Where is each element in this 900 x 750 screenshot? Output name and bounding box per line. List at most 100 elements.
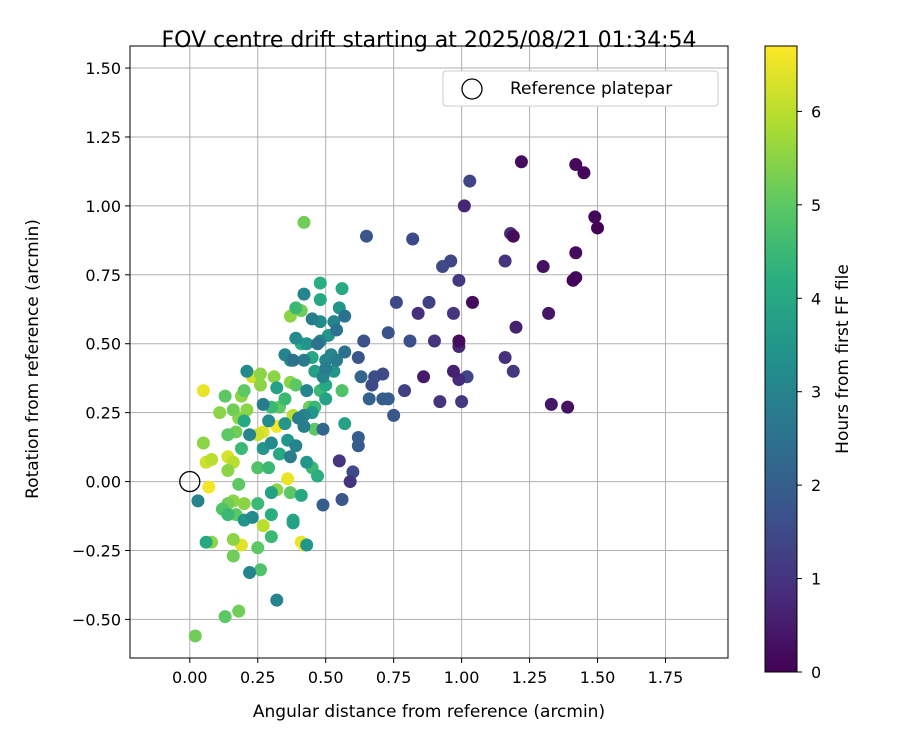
data-point [264,508,278,522]
colorbar-label: Hours from first FF file [833,264,853,454]
colorbar-tick-label: 4 [811,289,821,308]
data-point [376,367,390,381]
plot-frame [129,45,729,659]
data-point [196,436,210,450]
data-point [270,593,284,607]
data-point [463,174,477,188]
legend-marker [461,78,483,100]
data-point [569,158,583,172]
data-point [300,337,314,351]
data-point [243,566,257,580]
data-point [289,301,303,315]
legend: Reference platepar [442,70,719,107]
data-point [465,295,479,309]
data-point [251,497,265,511]
data-point [199,535,213,549]
y-tick-label: 1.00 [85,197,121,216]
data-point [221,508,235,522]
data-point [389,295,403,309]
data-point [387,408,401,422]
data-point [191,494,205,508]
data-point [498,254,512,268]
data-point [297,353,311,367]
data-point [289,439,303,453]
data-point [218,610,232,624]
x-tick-label: 1.00 [444,668,480,687]
data-point [297,287,311,301]
x-axis-label: Angular distance from reference (arcmin) [253,702,605,722]
x-tick-label: 0.75 [376,668,412,687]
data-point [264,530,278,544]
colorbar-ticks: 0 1 2 3 4 5 6 [797,102,821,682]
data-point [313,293,327,307]
data-point [354,370,368,384]
y-tick-label: 1.25 [85,128,121,147]
data-point [506,364,520,378]
legend-box [442,70,719,107]
data-point [286,516,300,530]
data-point [283,486,297,500]
x-tick-label: 0.50 [308,668,344,687]
data-point [313,276,327,290]
data-point [591,221,605,235]
data-point [542,306,556,320]
data-point [237,384,251,398]
legend-label: Reference platepar [510,79,672,99]
data-point [351,439,365,453]
data-point [202,480,216,494]
data-point [278,417,292,431]
data-point [514,155,528,169]
data-point [262,414,276,428]
data-point [338,345,352,359]
y-tick-label: 0.00 [85,473,121,492]
data-point [446,306,460,320]
data-point [457,199,471,213]
data-point [316,422,330,436]
data-point [218,389,232,403]
data-point [240,364,254,378]
y-tick-label: −0.50 [72,610,121,629]
data-point [427,334,441,348]
data-point [264,436,278,450]
x-tick-label: 1.25 [512,668,548,687]
data-point [300,538,314,552]
data-point [221,464,235,478]
data-point [256,397,270,411]
data-point [237,414,251,428]
data-point [444,254,458,268]
data-point [588,210,602,224]
data-point [446,364,460,378]
data-point [335,384,349,398]
y-tick-label: 0.25 [85,404,121,423]
colorbar-tick-label: 2 [811,476,821,495]
data-point [509,320,523,334]
data-point [289,331,303,345]
x-tick-label: 1.50 [580,668,616,687]
data-point [403,334,417,348]
data-point [311,337,325,351]
data-point [300,384,314,398]
data-point [264,486,278,500]
data-point [262,461,276,475]
data-point [406,232,420,246]
data-point [330,353,344,367]
data-point [213,406,227,420]
data-point [338,417,352,431]
data-point [569,246,583,260]
data-point [286,353,300,367]
x-axis-ticks: 0.00 0.25 0.50 0.75 1.00 1.25 1.50 1.75 [172,658,683,687]
data-point [237,497,251,511]
y-tick-label: 0.50 [85,335,121,354]
reference-marker [179,470,201,493]
data-point [566,273,580,287]
data-point [281,472,295,486]
data-point [245,510,259,524]
data-point [270,381,284,395]
data-point [561,400,575,414]
data-point [278,392,292,406]
data-point [253,367,267,381]
data-point [398,384,412,398]
data-point [305,312,319,326]
colorbar-gradient [764,45,798,673]
data-point [234,441,248,455]
